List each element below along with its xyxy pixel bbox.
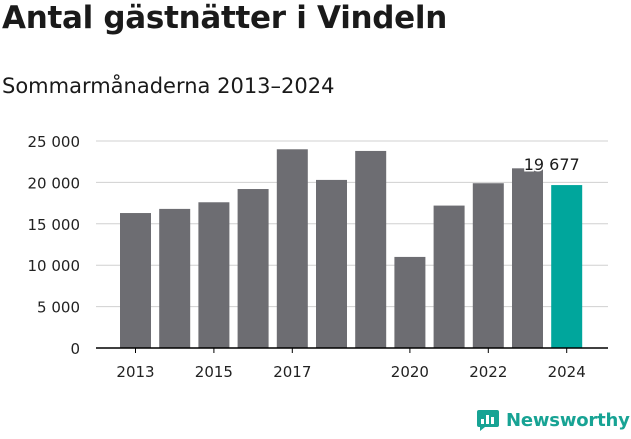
newsworthy-icon xyxy=(477,410,499,431)
brand-name: Newsworthy xyxy=(506,409,630,431)
bar-2019 xyxy=(355,150,387,348)
data-label-2024: 19 677 xyxy=(524,155,580,174)
y-tick-label: 15 000 xyxy=(28,216,81,234)
x-tick-labels: 2013 2015 2017 2020 2022 2024 xyxy=(116,348,586,381)
bar-2018 xyxy=(316,179,347,348)
bar-2022 xyxy=(472,183,504,348)
y-tick-labels: 0 5 000 10 000 15 000 20 000 25 000 xyxy=(28,133,81,358)
chart-subtitle: Sommarmånaderna 2013–2024 xyxy=(2,74,335,98)
bar-2023 xyxy=(512,168,543,348)
x-tick-label: 2017 xyxy=(273,363,311,381)
y-tick-label: 0 xyxy=(70,340,80,358)
x-tick-label: 2015 xyxy=(195,363,233,381)
y-tick-label: 25 000 xyxy=(28,133,81,151)
x-tick-label: 2022 xyxy=(469,363,507,381)
chart-title: Antal gästnätter i Vindeln xyxy=(2,0,448,36)
newsworthy-logo: Newsworthy xyxy=(476,408,630,432)
x-tick-label: 2013 xyxy=(116,363,154,381)
bar-2014 xyxy=(159,208,191,348)
y-tick-label: 10 000 xyxy=(28,257,81,275)
bar-2013 xyxy=(120,213,151,348)
bar-2016 xyxy=(237,189,269,348)
x-tick-label: 2020 xyxy=(391,363,429,381)
bar-2017 xyxy=(276,149,308,348)
bar-2015 xyxy=(198,202,230,348)
bar-2024 xyxy=(551,185,583,348)
bar-2020 xyxy=(394,256,426,348)
bar-2021 xyxy=(433,205,465,348)
bars xyxy=(120,149,583,348)
x-tick-label: 2024 xyxy=(548,363,586,381)
y-tick-label: 20 000 xyxy=(28,174,81,192)
y-tick-label: 5 000 xyxy=(37,299,80,317)
